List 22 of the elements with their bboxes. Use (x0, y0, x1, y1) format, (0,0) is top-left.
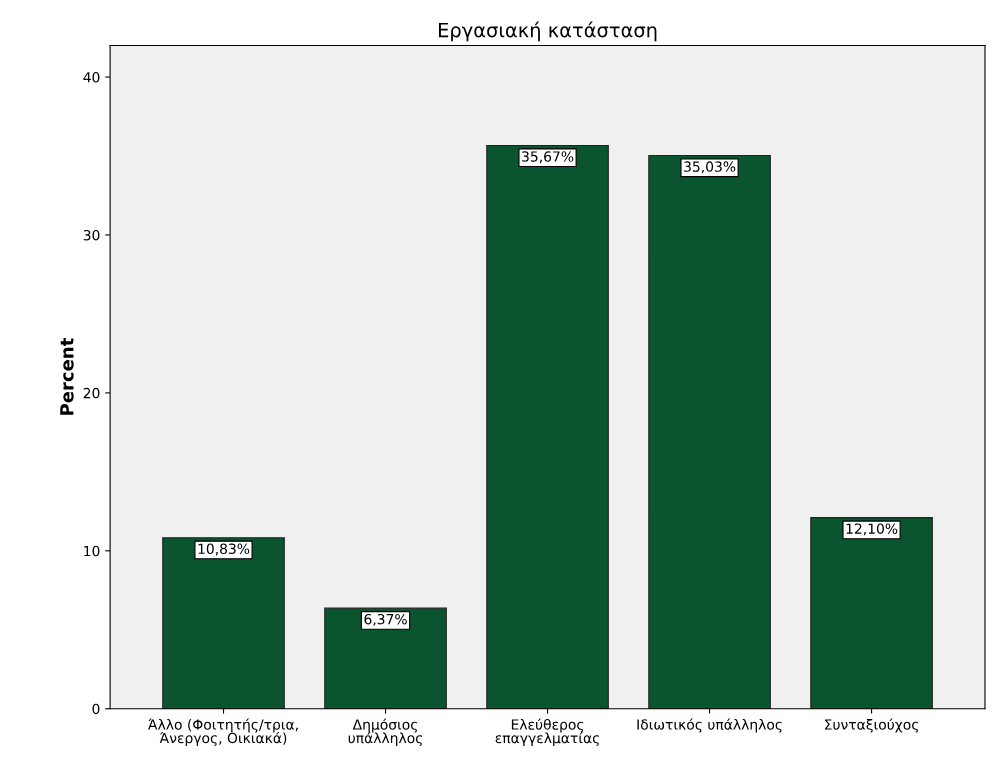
chart-title: Εργασιακή κατάσταση (438, 21, 657, 42)
y-tick-label: 10 (84, 545, 100, 557)
bar (648, 154, 771, 709)
data-label: 6,37% (364, 613, 407, 626)
x-tick-label: Ελεύθερος επαγγελματίας (495, 718, 599, 746)
x-tick-label: Δημόσιος υπάλληλος (348, 718, 422, 746)
x-tick-label: Άλλο (Φοιτητής/τρια, Άνεργος, Οικιακά) (148, 718, 298, 746)
y-tick-label: 30 (83, 229, 100, 241)
x-tick-label: Συνταξιούχος (825, 718, 919, 733)
y-tick-label: 20 (83, 387, 100, 399)
bar (162, 537, 285, 709)
data-label: 35,03% (684, 161, 736, 174)
x-tick-label: Ιδιωτικός υπάλληλος (637, 718, 782, 733)
bar (324, 607, 447, 709)
bar (486, 144, 609, 709)
data-label: 10,83% (198, 543, 250, 556)
data-label: 35,67% (522, 151, 574, 164)
bar (810, 517, 933, 709)
y-tick-label: 0 (92, 703, 100, 715)
y-axis-title: Percent (60, 338, 74, 415)
data-label: 12,10% (846, 523, 898, 536)
y-tick-label: 40 (83, 72, 100, 83)
